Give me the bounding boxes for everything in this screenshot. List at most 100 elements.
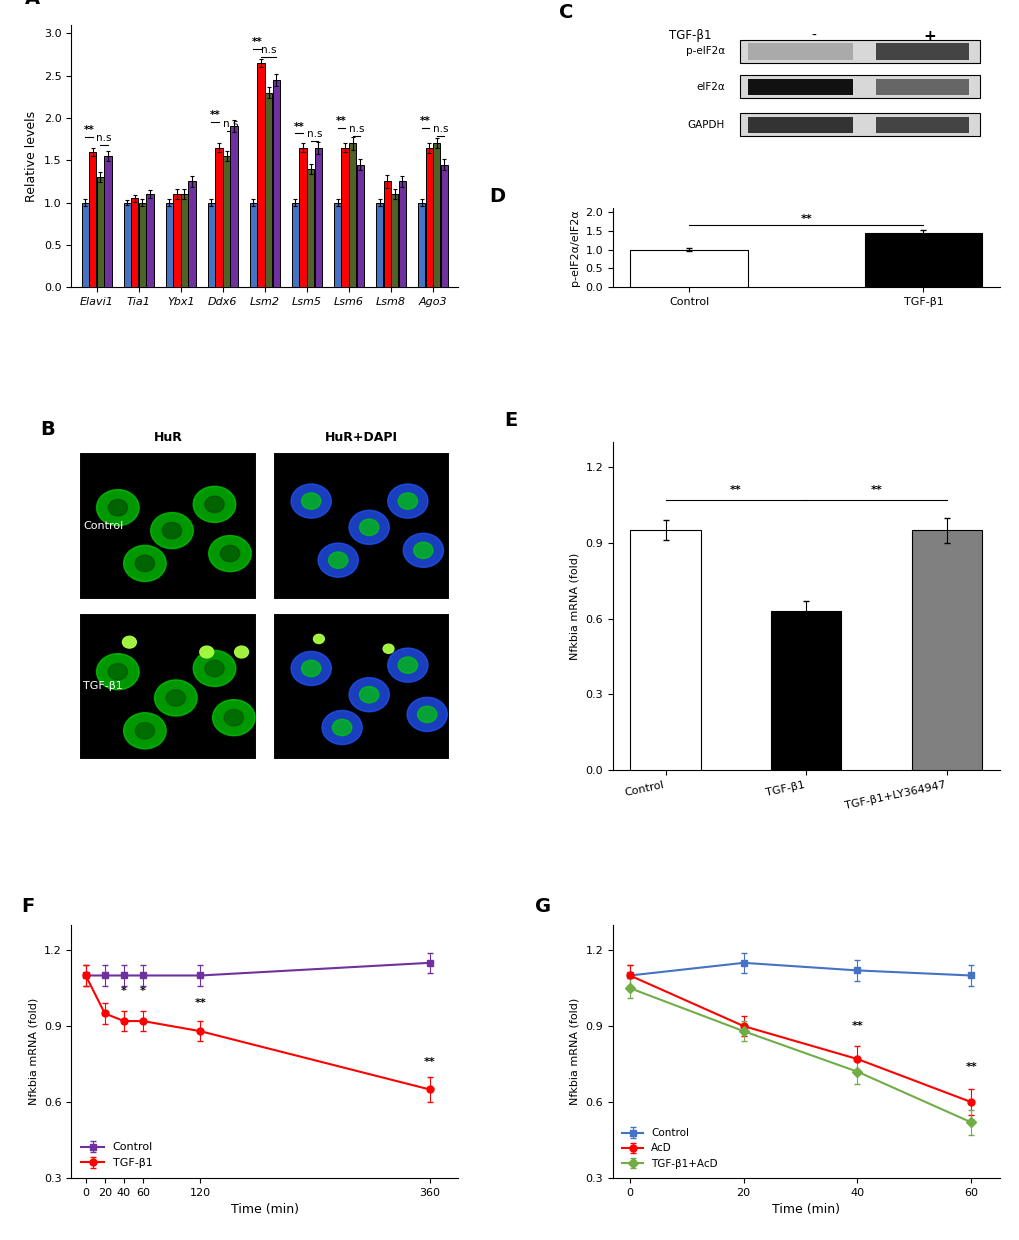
Circle shape [151,512,193,548]
Circle shape [97,490,139,526]
Circle shape [397,657,417,673]
Bar [272,613,450,760]
Circle shape [414,542,433,558]
Circle shape [397,492,417,510]
Circle shape [108,663,127,680]
Bar [864,233,981,288]
Y-axis label: Nfkbia mRNA (fold): Nfkbia mRNA (fold) [570,553,579,660]
Text: **: ** [800,215,811,224]
Text: **: ** [851,1022,862,1032]
Circle shape [387,484,428,518]
Bar [166,202,173,288]
Circle shape [322,711,362,744]
Text: C: C [558,4,573,22]
Text: **: ** [423,1056,435,1066]
Bar [383,181,390,288]
Circle shape [123,713,166,749]
Text: GAPDH: GAPDH [687,120,725,130]
Text: **: ** [730,485,741,495]
Text: n.s: n.s [307,129,322,139]
Text: **: ** [195,998,206,1008]
Bar [208,202,215,288]
Bar [272,79,279,288]
Bar [215,148,222,288]
Circle shape [234,646,249,658]
Circle shape [166,689,185,706]
Circle shape [348,677,389,712]
Bar [740,40,979,63]
Text: n.s: n.s [261,46,276,56]
Circle shape [290,651,331,686]
Legend: Control, AcD, TGF-β1+AcD: Control, AcD, TGF-β1+AcD [618,1123,721,1173]
Bar [97,177,104,288]
Circle shape [359,687,378,703]
Bar [875,117,968,133]
Circle shape [417,706,436,723]
Bar [139,202,146,288]
Circle shape [302,660,321,677]
Y-axis label: Relative levels: Relative levels [25,110,39,202]
Circle shape [224,709,244,725]
Bar [230,126,237,288]
Bar [911,531,981,770]
Text: **: ** [84,125,95,135]
Text: -: - [811,29,815,42]
Circle shape [193,486,235,522]
Circle shape [136,723,155,739]
Text: n.s: n.s [97,134,112,144]
Bar [418,202,425,288]
Bar [398,181,406,288]
X-axis label: Time (min): Time (min) [771,1203,840,1216]
Text: n.s: n.s [348,124,364,134]
Circle shape [136,556,155,572]
Bar [357,165,364,288]
Bar [173,195,180,288]
Bar [79,613,257,760]
Circle shape [332,719,352,735]
Text: **: ** [420,117,430,126]
Circle shape [313,635,324,644]
Circle shape [290,484,331,518]
Text: HuR: HuR [154,430,182,444]
Circle shape [387,649,428,682]
Text: Control: Control [83,521,123,531]
Circle shape [205,496,224,512]
Circle shape [212,699,255,735]
Bar [123,202,130,288]
Text: D: D [489,187,504,206]
Text: **: ** [210,110,220,120]
Bar [390,195,397,288]
Bar [272,451,450,599]
Circle shape [359,520,378,536]
Bar [265,93,272,288]
Text: n.s: n.s [222,119,237,129]
Circle shape [205,660,224,677]
Text: **: ** [335,117,346,126]
Text: TGF-β1: TGF-β1 [83,682,122,692]
Text: **: ** [964,1061,976,1071]
Bar [740,114,979,136]
Text: TGF-β1: TGF-β1 [668,29,711,42]
Bar [875,43,968,60]
Bar [748,117,852,133]
Text: n.s: n.s [432,124,447,134]
Text: eIF2α: eIF2α [696,82,725,92]
Circle shape [108,500,127,516]
Bar [104,156,111,288]
Bar [341,148,348,288]
Circle shape [162,522,181,539]
Circle shape [407,697,447,732]
Circle shape [122,636,137,649]
Y-axis label: Nfkbia mRNA (fold): Nfkbia mRNA (fold) [570,998,579,1105]
Circle shape [302,492,321,510]
Text: G: G [535,898,551,916]
Circle shape [328,552,347,568]
Text: B: B [41,420,55,439]
Bar [748,78,852,95]
Text: +: + [923,29,935,43]
Text: E: E [504,410,518,429]
Bar [257,63,264,288]
X-axis label: Time (min): Time (min) [230,1203,299,1216]
Text: F: F [21,898,35,916]
Text: A: A [25,0,40,7]
